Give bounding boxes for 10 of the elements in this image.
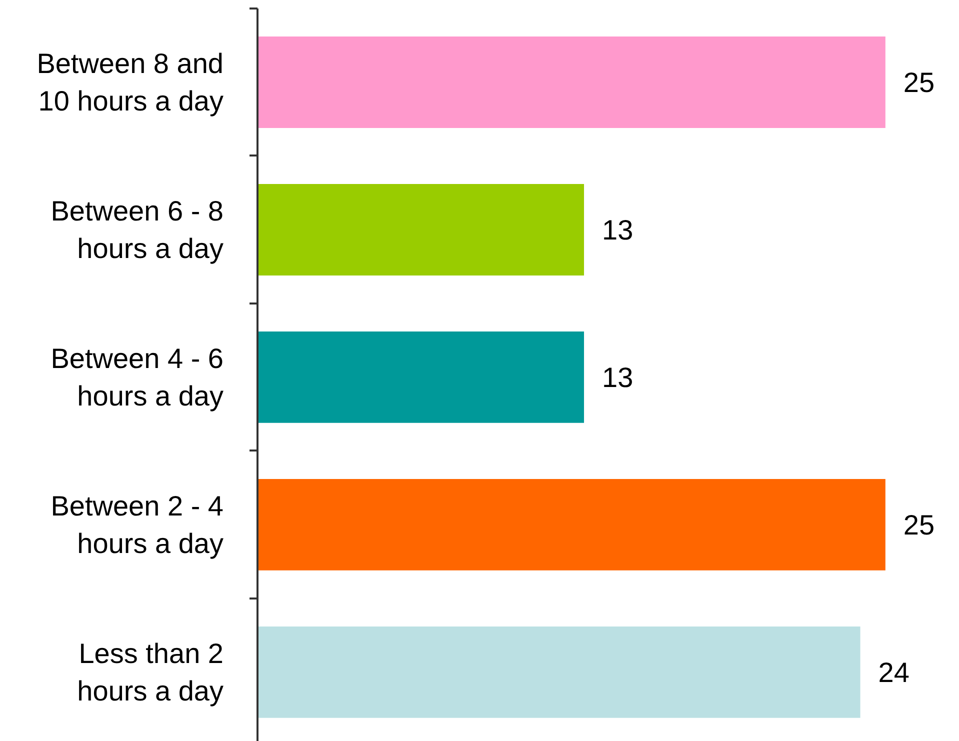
y-tick-label: Less than 2 hours a day — [77, 638, 224, 706]
data-label: 13 — [602, 214, 634, 246]
data-label: 24 — [878, 657, 910, 688]
y-tick-label: Between 6 - 8 hours a day — [50, 196, 224, 264]
y-tick-label: Between 4 - 6 hours a day — [50, 343, 224, 412]
data-label: 13 — [602, 362, 634, 394]
data-label: 25 — [903, 510, 935, 541]
data-label: 25 — [903, 67, 935, 98]
y-tick-label: Between 2 - 4 hours a day — [50, 490, 224, 559]
y-tick-label: Between 8 and 10 hours a day — [36, 48, 224, 116]
